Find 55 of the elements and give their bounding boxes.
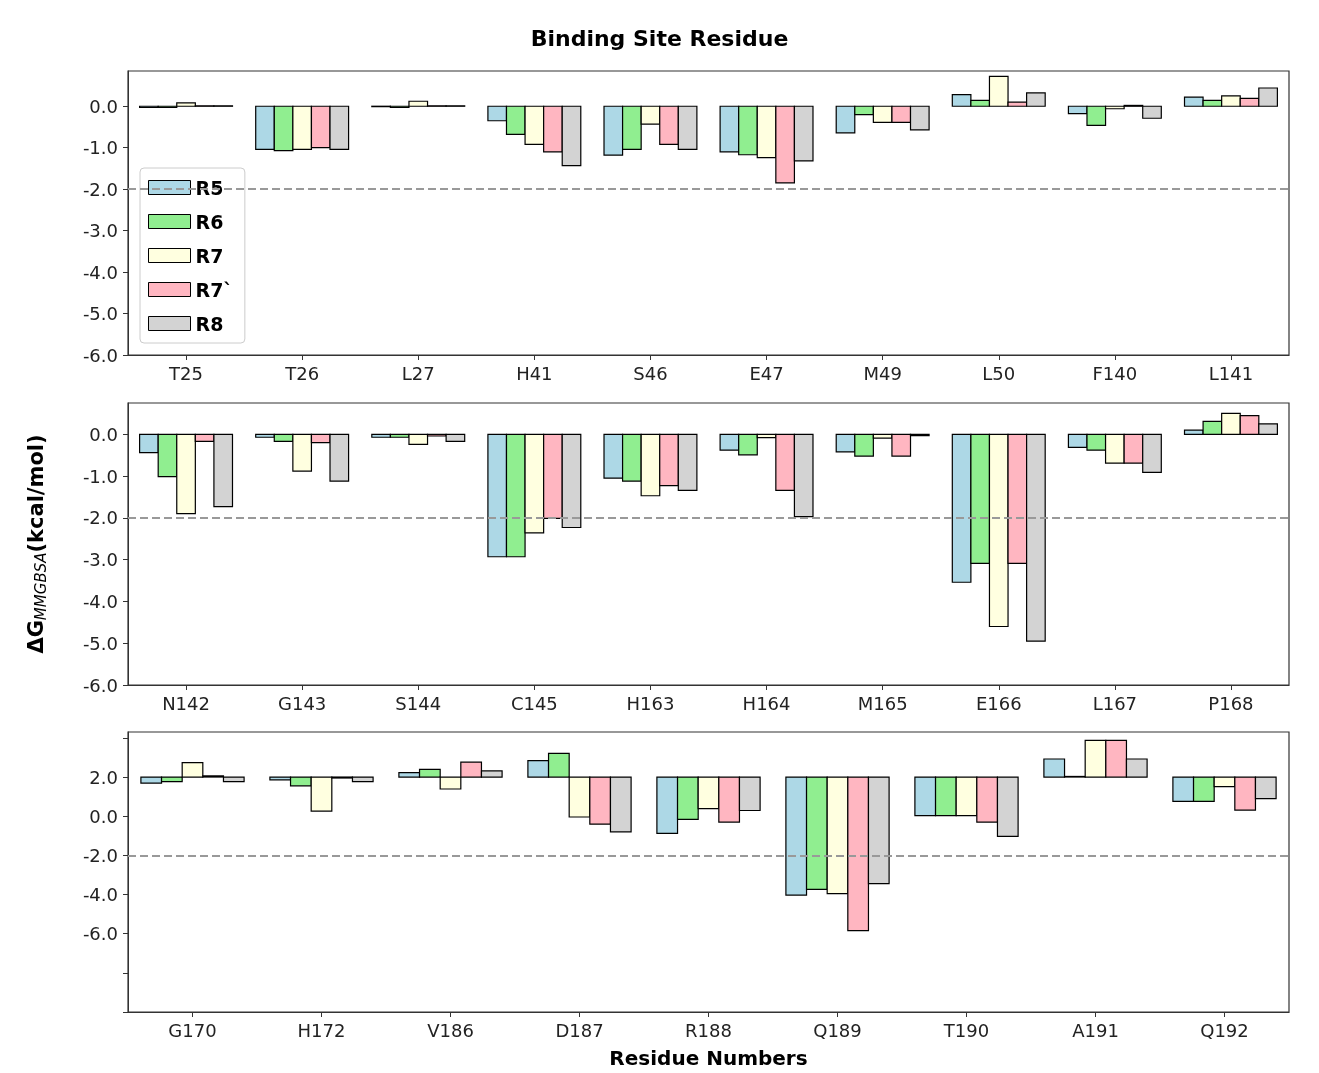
x-tick-label: L141 — [1208, 362, 1254, 384]
y-tick-label: -1.0 — [82, 137, 118, 159]
x-tick-label: D187 — [555, 1019, 604, 1041]
x-tick-label: N142 — [162, 692, 210, 714]
y-tick-label: -3.0 — [82, 549, 118, 571]
x-tick-label: R188 — [685, 1019, 732, 1041]
y-tick-label: -4.0 — [82, 590, 118, 612]
x-tick-label: L27 — [401, 362, 435, 384]
x-tick-label: E166 — [975, 692, 1022, 714]
y-tick-label: -6.0 — [82, 674, 118, 696]
y-tick-label: -4.0 — [82, 261, 118, 283]
x-tick-label: L50 — [982, 362, 1016, 384]
x-tick-label: Q192 — [1200, 1019, 1249, 1041]
x-tick-label: H163 — [626, 692, 675, 714]
y-axis-title: ΔGMMGBSA(kcal/mol) — [23, 434, 50, 654]
y-tick-label: -5.0 — [82, 632, 118, 654]
legend-label: R7` — [195, 278, 233, 301]
legend-label: R8 — [195, 312, 224, 335]
legend-label: R7 — [195, 244, 224, 267]
chart-title: Binding Site Residue — [530, 25, 789, 51]
x-tick-label: T26 — [284, 362, 320, 384]
x-tick-label: M49 — [863, 362, 902, 384]
y-tick-label: -6.0 — [82, 923, 118, 945]
x-tick-label: L167 — [1092, 692, 1138, 714]
x-tick-label: V186 — [427, 1019, 474, 1041]
y-tick-label: 0.0 — [89, 423, 118, 445]
x-tick-label: S46 — [633, 362, 668, 384]
y-tick-label: -4.0 — [82, 884, 118, 906]
y-tick-label: 2.0 — [89, 766, 118, 788]
x-tick-label: H41 — [516, 362, 553, 384]
x-tick-label: G143 — [277, 692, 327, 714]
x-tick-label: P168 — [1208, 692, 1254, 714]
y-tick-label: -1.0 — [82, 465, 118, 487]
x-tick-label: A191 — [1072, 1019, 1119, 1041]
x-tick-label: M165 — [857, 692, 908, 714]
x-tick-label: F140 — [1092, 362, 1138, 384]
y-tick-label: -3.0 — [82, 220, 118, 242]
x-tick-label: S144 — [395, 692, 442, 714]
x-tick-label: T25 — [168, 362, 203, 384]
y-tick-label: -2.0 — [82, 844, 118, 866]
legend-label: R6 — [195, 210, 224, 233]
y-tick-label: -2.0 — [82, 507, 118, 529]
x-tick-label: C145 — [510, 692, 558, 714]
x-tick-label: H172 — [297, 1019, 346, 1041]
y-tick-label: 0.0 — [89, 805, 118, 827]
y-tick-label: -6.0 — [82, 344, 118, 366]
x-tick-label: T190 — [942, 1019, 990, 1041]
y-tick-label: -5.0 — [82, 303, 118, 325]
y-tick-label: 0.0 — [89, 95, 118, 117]
x-tick-label: G170 — [168, 1019, 217, 1041]
x-tick-label: Q189 — [813, 1019, 862, 1041]
x-tick-label: E47 — [749, 362, 784, 384]
x-tick-label: H164 — [742, 692, 791, 714]
y-tick-label: -2.0 — [82, 178, 118, 200]
x-axis-title: Residue Numbers — [609, 1046, 808, 1070]
